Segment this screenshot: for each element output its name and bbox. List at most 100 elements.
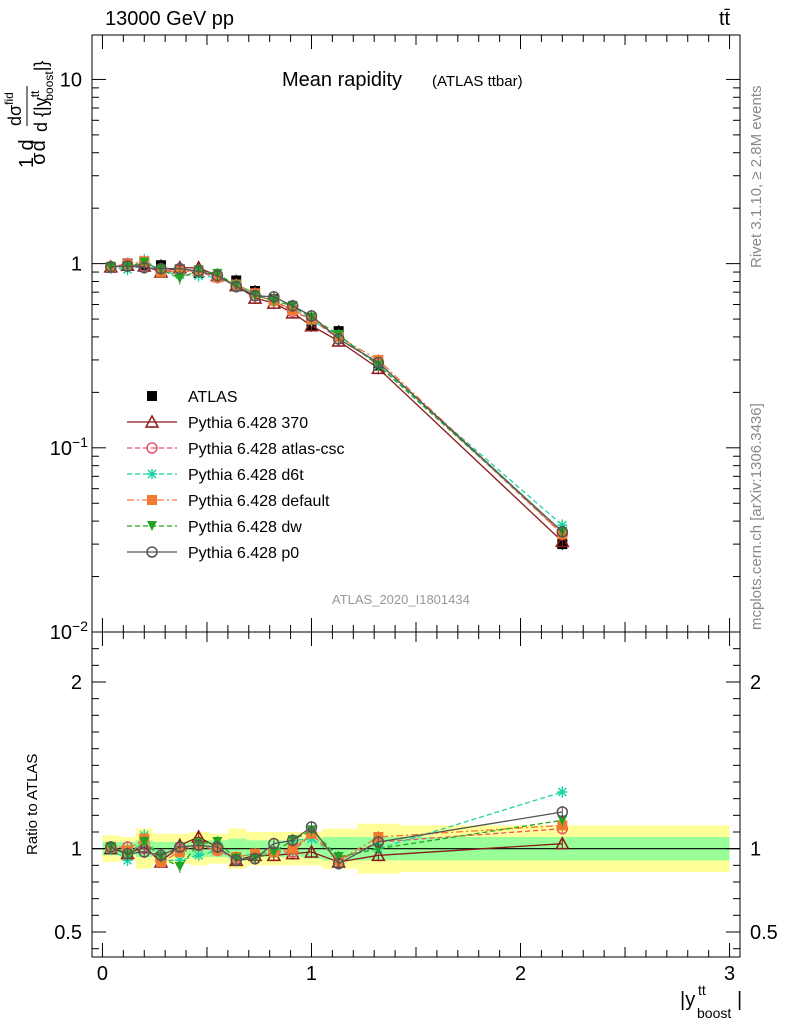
data-point <box>174 862 185 872</box>
legend-item: Pythia 6.428 d6t <box>127 467 304 484</box>
data-point <box>557 520 568 531</box>
series-pythia-6-428-dw <box>105 256 568 538</box>
legend-item: Pythia 6.428 atlas-csc <box>127 441 345 458</box>
legend-label: ATLAS <box>188 389 238 406</box>
plot-title: Mean rapidity <box>282 69 402 91</box>
data-point <box>249 289 261 302</box>
data-point <box>332 857 345 870</box>
ratio-plot-series <box>103 786 570 873</box>
legend-marker <box>144 414 160 428</box>
series-line <box>110 819 563 868</box>
data-point <box>155 262 167 275</box>
data-point <box>230 854 242 867</box>
x-tick-label: 0 <box>97 963 108 985</box>
energy-label: 13000 GeV pp <box>105 8 234 30</box>
data-point <box>268 837 280 850</box>
series-pythia-6-428-atlas-csc <box>105 257 569 541</box>
data-point <box>249 852 261 865</box>
data-point <box>174 855 185 866</box>
legend-marker <box>147 521 157 531</box>
data-point <box>305 821 318 833</box>
data-point <box>371 847 386 862</box>
data-point <box>155 849 167 862</box>
series-pythia-6-428-p0 <box>105 806 569 870</box>
series-pythia-6-428-p0 <box>105 260 569 538</box>
data-point <box>211 269 224 282</box>
main-y-axis-label: 1σdd dσfid d {|yttboost|} <box>2 61 56 168</box>
series-line <box>110 260 563 535</box>
series-line <box>110 262 563 535</box>
ratio-y-tick-label-right: 2 <box>750 672 761 694</box>
legend: ATLAS Pythia 6.428 370 Pythia 6.428 atlas-… <box>127 389 345 562</box>
legend-label: Pythia 6.428 p0 <box>188 545 299 562</box>
data-point <box>105 841 117 853</box>
ratio-y-axis-label: Ratio to ATLAS <box>24 754 41 855</box>
data-point <box>211 841 224 853</box>
svg-text:tt: tt <box>698 982 706 998</box>
data-point <box>268 847 279 857</box>
x-tick-label: 1 <box>306 963 317 985</box>
data-point <box>372 836 385 848</box>
data-point <box>139 837 150 847</box>
series-pythia-6-428-default <box>105 255 568 541</box>
series-line <box>110 262 563 533</box>
legend-item: Pythia 6.428 default <box>127 493 330 510</box>
data-point <box>304 844 319 858</box>
svg-text:d {|yttboost|}: d {|yttboost|} <box>28 61 56 132</box>
legend-item: Pythia 6.428 dw <box>127 519 302 536</box>
process-label: tt̄ <box>719 8 731 30</box>
legend-item: Pythia 6.428 370 <box>127 414 308 432</box>
data-point <box>174 841 186 853</box>
data-point <box>174 273 185 284</box>
data-point <box>287 843 298 854</box>
data-point <box>557 815 568 826</box>
data-point <box>305 310 318 322</box>
legend-label: Pythia 6.428 370 <box>188 415 308 432</box>
x-tick-label: 2 <box>515 963 526 985</box>
plot-subtitle: (ATLAS ttbar) <box>432 73 523 90</box>
main-y-tick-label: 10−1 <box>50 434 88 460</box>
data-point <box>174 262 186 275</box>
legend-marker <box>147 495 157 505</box>
series-pythia-6-428-d6t <box>105 253 568 532</box>
data-point <box>555 836 570 850</box>
ratio-y-tick-label: 1 <box>71 839 82 861</box>
svg-text:|y: |y <box>680 989 695 1011</box>
main-y-tick-label: 1 <box>71 254 82 276</box>
data-point <box>121 847 134 860</box>
data-point <box>286 300 299 312</box>
legend-label: Pythia 6.428 default <box>188 493 330 510</box>
main-plot-series <box>103 253 570 551</box>
data-point <box>286 834 299 847</box>
legend-label: Pythia 6.428 d6t <box>188 467 304 484</box>
data-point <box>138 846 151 858</box>
data-point <box>105 261 117 273</box>
main-plot-frame <box>91 34 741 633</box>
ratio-y-tick-label-right: 1 <box>750 839 761 861</box>
svg-text:1σdd: 1σdd <box>16 139 50 168</box>
series-line <box>110 264 563 542</box>
legend-marker <box>147 469 157 479</box>
data-point <box>372 356 385 369</box>
legend-marker <box>146 442 158 454</box>
data-point <box>193 850 204 861</box>
main-y-tick-label: 10−2 <box>50 618 88 644</box>
legend-item: Pythia 6.428 p0 <box>127 545 299 562</box>
legend-item: ATLAS <box>147 389 238 406</box>
ratio-y-tick-label: 0.5 <box>54 922 82 944</box>
series-line <box>110 258 563 526</box>
main-y-tick-label: 10 <box>60 69 82 91</box>
legend-label: Pythia 6.428 dw <box>188 519 302 536</box>
ratio-y-tick-label-right: 0.5 <box>750 922 778 944</box>
ratio-plot-frame <box>91 631 741 958</box>
x-axis-label: |y tt boost | <box>680 982 742 1021</box>
series-line <box>110 265 563 533</box>
data-point <box>268 291 280 303</box>
data-point <box>138 261 151 274</box>
data-point <box>304 318 319 332</box>
x-tick-label: 3 <box>724 963 735 985</box>
data-point <box>557 787 568 797</box>
data-point <box>556 806 569 818</box>
ratio-y-tick-label: 2 <box>71 672 82 694</box>
